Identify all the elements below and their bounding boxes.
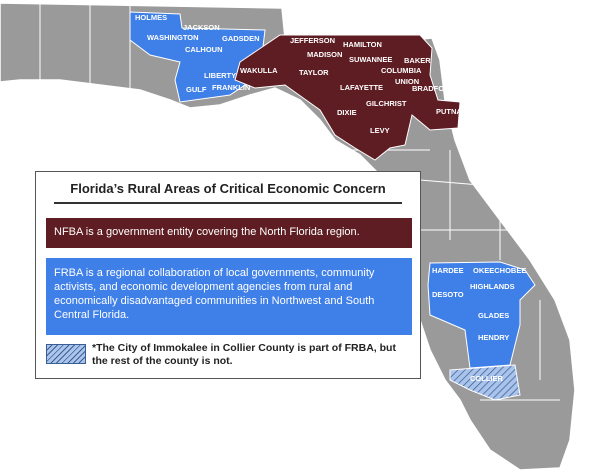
- county-label: HIGHLANDS: [470, 282, 515, 291]
- county-label: LEVY: [370, 126, 390, 135]
- county-label: FRANKLIN: [212, 83, 250, 92]
- county-label: SUWANNEE: [349, 55, 392, 64]
- county-label: CALHOUN: [185, 45, 223, 54]
- county-label: JEFFERSON: [290, 36, 335, 45]
- county-label: TAYLOR: [299, 68, 329, 77]
- county-label: WASHINGTON: [147, 33, 199, 42]
- county-label: COLLIER: [470, 374, 503, 383]
- legend-title: Florida’s Rural Areas of Critical Econom…: [70, 181, 386, 196]
- county-label: COLUMBIA: [381, 66, 422, 75]
- county-label: OKEECHOBEE: [473, 266, 526, 275]
- county-label: GLADES: [478, 311, 509, 320]
- legend-note: *The City of Immokalee in Collier County…: [92, 342, 396, 367]
- county-label: DIXIE: [337, 108, 357, 117]
- county-label: JACKSON: [183, 23, 220, 32]
- county-label: GULF: [186, 85, 207, 94]
- county-label: BAKER: [404, 56, 431, 65]
- collier-region: [449, 364, 521, 401]
- nfba-legend: NFBA is a government entity covering the…: [46, 218, 412, 248]
- hatch-swatch: [46, 344, 86, 364]
- county-label: GADSDEN: [222, 34, 260, 43]
- county-label: WAKULLA: [240, 66, 278, 75]
- county-label: MADISON: [307, 50, 342, 59]
- legend: Florida’s Rural Areas of Critical Econom…: [35, 171, 421, 379]
- nfba-region: [234, 34, 461, 161]
- frba-south-region: [427, 261, 536, 369]
- county-label: HOLMES: [135, 13, 167, 22]
- county-label: HAMILTON: [343, 40, 382, 49]
- county-label: PUTNAM: [436, 107, 468, 116]
- county-label: BRADFORD: [412, 84, 455, 93]
- rule: [54, 202, 402, 204]
- county-label: HENDRY: [478, 333, 509, 342]
- county-label: LIBERTY: [204, 71, 236, 80]
- county-label: HARDEE: [432, 266, 464, 275]
- county-label: GILCHRIST: [366, 99, 407, 108]
- county-label: UNION: [395, 77, 419, 86]
- frba-legend: FRBA is a regional collaboration of loca…: [46, 258, 412, 335]
- county-label: DESOTO: [432, 290, 464, 299]
- frba-northwest-region: [129, 11, 266, 103]
- county-label: LAFAYETTE: [340, 83, 383, 92]
